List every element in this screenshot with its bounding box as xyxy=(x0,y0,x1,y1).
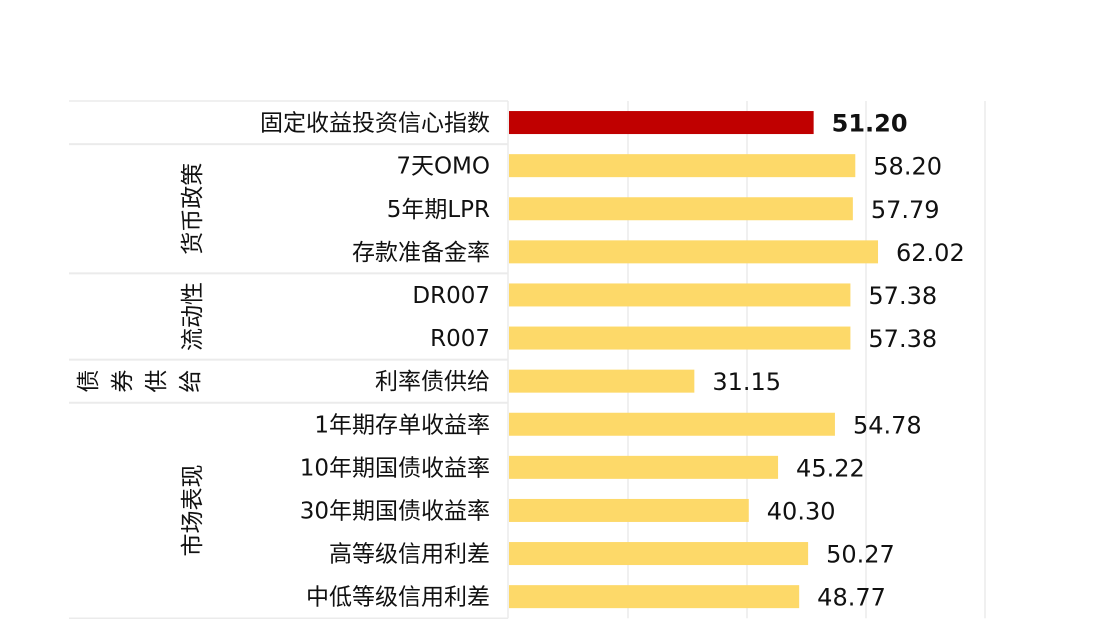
category-label: 固定收益投资信心指数 xyxy=(260,111,490,137)
data-label: 51.20 xyxy=(832,110,908,138)
data-label: 58.20 xyxy=(873,153,942,181)
category-label: 存款准备金率 xyxy=(352,240,490,266)
bar xyxy=(509,369,695,393)
data-label: 45.22 xyxy=(796,454,865,482)
bar xyxy=(509,585,800,609)
group-label: 债券供给 xyxy=(76,370,204,393)
category-label: 中低等级信用利差 xyxy=(306,585,490,611)
category-label: 1年期存单收益率 xyxy=(314,412,490,438)
bar xyxy=(509,542,809,566)
category-label: 10年期国债收益率 xyxy=(300,455,490,481)
bar xyxy=(509,498,749,522)
category-label: 利率债供给 xyxy=(375,369,490,395)
group-label: 货币政策 xyxy=(180,163,206,255)
group-label: 流动性 xyxy=(180,282,206,351)
svg-text:供: 供 xyxy=(144,370,170,393)
category-label: R007 xyxy=(430,326,490,352)
data-label: 40.30 xyxy=(767,497,836,525)
data-label: 57.38 xyxy=(868,282,937,310)
data-label: 31.15 xyxy=(712,368,781,396)
data-label: 48.77 xyxy=(817,584,886,612)
svg-text:券: 券 xyxy=(110,370,136,393)
bar xyxy=(509,197,853,221)
svg-text:债: 债 xyxy=(76,370,102,393)
data-label: 50.27 xyxy=(826,541,895,569)
category-label: DR007 xyxy=(412,283,490,309)
bar xyxy=(509,283,851,307)
bar xyxy=(509,154,856,178)
data-label: 57.38 xyxy=(868,325,937,353)
data-label: 62.02 xyxy=(896,239,965,267)
category-label: 7天OMO xyxy=(396,154,490,180)
category-label: 5年期LPR xyxy=(387,197,490,223)
bar xyxy=(509,412,835,436)
category-label: 30年期国债收益率 xyxy=(300,498,490,524)
data-label: 57.79 xyxy=(871,196,940,224)
bar xyxy=(509,455,779,479)
bar xyxy=(509,111,814,135)
bar xyxy=(509,240,879,264)
bar xyxy=(509,326,851,350)
category-label: 高等级信用利差 xyxy=(329,542,490,568)
data-label: 54.78 xyxy=(853,411,922,439)
svg-text:给: 给 xyxy=(178,370,204,393)
group-label: 市场表现 xyxy=(180,464,206,556)
